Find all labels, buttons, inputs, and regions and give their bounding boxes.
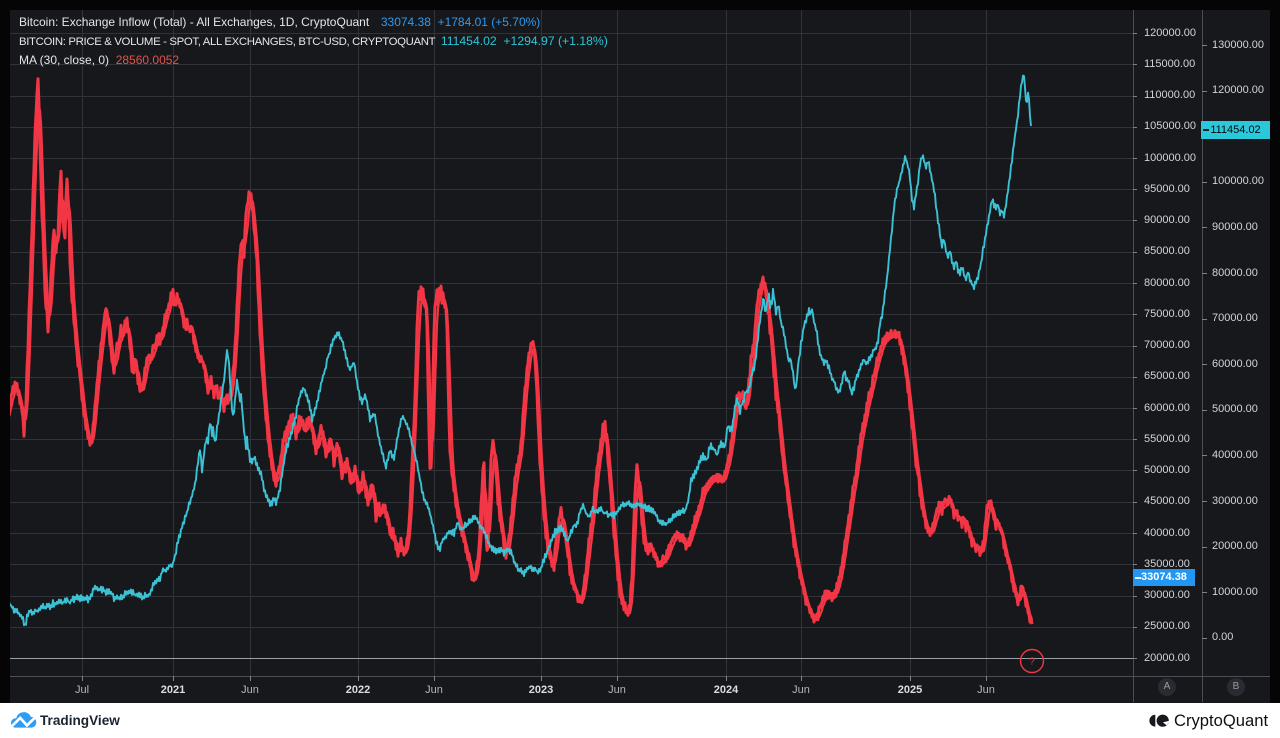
svg-text:?: ? — [1029, 657, 1035, 668]
